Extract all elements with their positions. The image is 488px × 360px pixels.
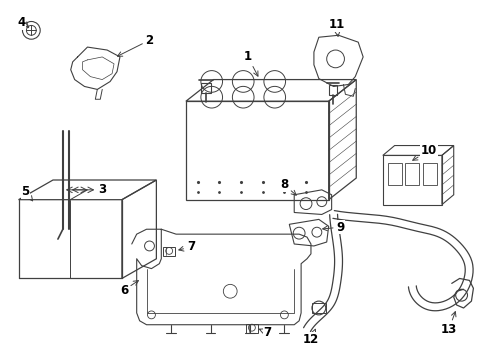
Bar bbox=[422, 163, 436, 185]
Bar bbox=[382, 156, 441, 204]
Bar bbox=[311, 303, 325, 313]
Bar bbox=[387, 163, 401, 185]
Bar bbox=[163, 247, 175, 256]
Bar bbox=[405, 163, 418, 185]
Text: 11: 11 bbox=[328, 18, 344, 36]
Text: 5: 5 bbox=[21, 185, 33, 201]
Text: 7: 7 bbox=[259, 326, 271, 339]
Bar bbox=[185, 101, 328, 200]
Bar bbox=[328, 85, 336, 95]
Text: 12: 12 bbox=[302, 329, 319, 346]
Text: 3: 3 bbox=[98, 183, 106, 196]
Text: 1: 1 bbox=[244, 50, 258, 76]
Text: 2: 2 bbox=[117, 34, 153, 56]
Text: 7: 7 bbox=[179, 240, 195, 253]
Text: 8: 8 bbox=[280, 179, 296, 195]
Text: 10: 10 bbox=[412, 144, 436, 160]
Text: 6: 6 bbox=[120, 280, 138, 297]
Bar bbox=[245, 324, 257, 333]
Text: 13: 13 bbox=[440, 312, 456, 336]
Text: 4: 4 bbox=[18, 16, 29, 29]
Bar bbox=[201, 83, 210, 93]
Text: 9: 9 bbox=[322, 221, 344, 234]
